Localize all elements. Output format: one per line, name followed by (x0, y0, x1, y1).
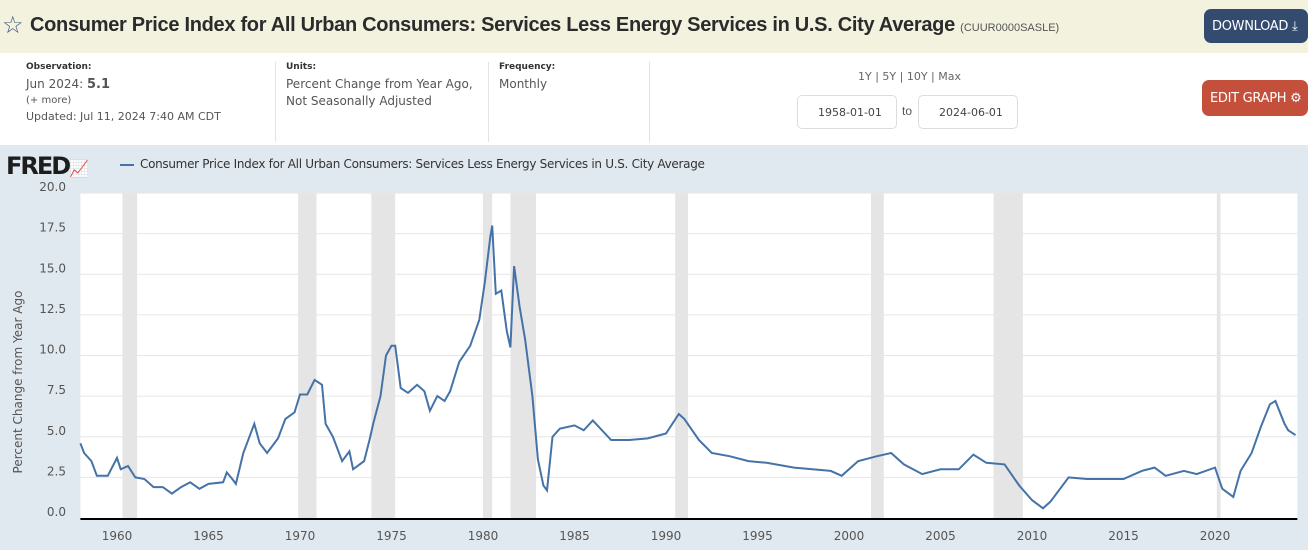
x-tick-label: 1990 (651, 529, 682, 543)
download-button[interactable]: DOWNLOAD ⤓ (1204, 9, 1308, 43)
frequency-value: Monthly (499, 77, 548, 91)
download-label: DOWNLOAD (1212, 18, 1289, 34)
y-tick-label: 12.5 (39, 302, 66, 316)
divider (275, 62, 276, 142)
star-icon[interactable]: ☆ (2, 12, 24, 39)
fred-logo: FRED📈 (6, 152, 89, 180)
x-tick-label: 2010 (1017, 529, 1048, 543)
y-tick-label: 0.0 (47, 505, 66, 519)
y-tick-label: 15.0 (39, 261, 66, 275)
edit-graph-button[interactable]: EDIT GRAPH ⚙ (1202, 80, 1308, 116)
frequency-label: Frequency: (499, 62, 556, 72)
x-tick-label: 1965 (193, 529, 224, 543)
observation-date: Jun 2024: (26, 77, 84, 91)
chart-area: FRED📈 Consumer Price Index for All Urban… (0, 145, 1308, 550)
observation-value: 5.1 (86, 77, 111, 92)
end-date-input[interactable]: 2024-06-01 (918, 95, 1018, 129)
x-tick-label: 2020 (1200, 529, 1231, 543)
divider (649, 62, 650, 142)
x-tick-label: 2000 (834, 529, 865, 543)
y-tick-label: 2.5 (47, 464, 66, 478)
more-link[interactable]: (+ more) (26, 95, 72, 106)
download-icon: ⤓ (1291, 18, 1298, 34)
range-presets[interactable]: 1Y | 5Y | 10Y | Max (858, 70, 961, 83)
series-id: (CUUR0000SASLE) (960, 22, 1060, 34)
y-tick-label: 17.5 (39, 221, 66, 235)
to-label: to (902, 104, 913, 118)
edit-graph-label: EDIT GRAPH (1210, 90, 1287, 106)
units-label: Units: (286, 62, 317, 72)
units-block: Units: Percent Change from Year Ago, Not… (286, 62, 473, 108)
series-line (79, 225, 1297, 510)
y-tick-label: 5.0 (47, 424, 66, 438)
units-line-2: Not Seasonally Adjusted (286, 94, 432, 108)
x-tick-label: 1960 (102, 529, 133, 543)
logo-text: FRED (6, 152, 71, 180)
x-tick-label: 2005 (925, 529, 956, 543)
y-tick-label: 20.0 (39, 180, 66, 194)
trend-icon: 📈 (69, 159, 90, 178)
updated-text: Updated: Jul 11, 2024 7:40 AM CDT (26, 110, 221, 123)
observation-label: Observation: (26, 62, 92, 72)
x-tick-label: 1980 (468, 529, 499, 543)
y-axis-title: Percent Change from Year Ago (11, 290, 25, 474)
legend-item[interactable]: Consumer Price Index for All Urban Consu… (120, 157, 705, 171)
x-tick-label: 2015 (1108, 529, 1139, 543)
x-tick-label: 1985 (559, 529, 590, 543)
y-tick-label: 10.0 (39, 343, 66, 357)
units-line-1: Percent Change from Year Ago, (286, 77, 473, 91)
divider (488, 62, 489, 142)
x-tick-label: 1970 (285, 529, 316, 543)
start-date-input[interactable]: 1958-01-01 (797, 95, 897, 129)
observation-block: Observation: Jun 2024: 5.1 (+ more) Upda… (26, 62, 221, 123)
frequency-block: Frequency: Monthly (499, 62, 555, 91)
page-title: Consumer Price Index for All Urban Consu… (30, 14, 1198, 39)
title-bar: ☆ Consumer Price Index for All Urban Con… (0, 0, 1308, 53)
series-title: Consumer Price Index for All Urban Consu… (30, 14, 955, 36)
gear-icon: ⚙ (1290, 90, 1302, 106)
line-chart: 0.0 2.5 5.0 7.5 10.0 12.5 15.0 17.5 20.0 1960 1965… (39, 180, 1298, 543)
y-tick-label: 7.5 (47, 383, 66, 397)
x-tick-label: 1975 (376, 529, 407, 543)
x-tick-label: 1995 (742, 529, 773, 543)
